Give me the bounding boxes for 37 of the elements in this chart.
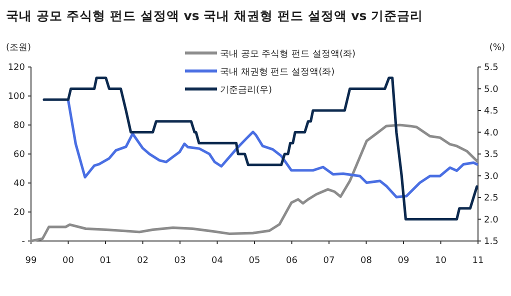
y-axis-title: (조원) (6, 43, 32, 53)
y-tick-label: 60 (14, 150, 26, 160)
x-tick-label: 01 (100, 256, 112, 266)
x-tick-label: 10 (435, 256, 447, 266)
y-tick-label: 100 (8, 92, 26, 102)
y2-tick-label: 4.5 (484, 106, 498, 116)
y-tick-label: 120 (8, 63, 26, 73)
x-tick-label: 99 (25, 256, 37, 266)
x-tick-label: 02 (137, 256, 148, 266)
x-tick-label: 06 (286, 256, 298, 266)
y2-tick-label: 3.0 (484, 172, 499, 182)
x-tick-label: 11 (472, 256, 484, 266)
y2-axis-title: (%) (489, 43, 505, 53)
y2-tick-label: 5.0 (484, 84, 499, 95)
y-tick-label: 40 (14, 179, 26, 189)
y2-tick-label: 1.5 (484, 237, 498, 247)
y2-tick-label: 3.5 (484, 150, 498, 160)
y2-tick-label: 2.5 (484, 194, 498, 204)
legend-label: 기준금리(우) (220, 86, 272, 96)
y2-tick-label: 5.5 (484, 63, 498, 73)
y2-tick-label: 2.0 (484, 215, 499, 226)
y-tick-label: 80 (14, 121, 26, 131)
y2-tick-label: 4.0 (484, 128, 499, 138)
x-tick-label: 08 (360, 256, 372, 266)
x-tick-label: 05 (248, 256, 260, 266)
x-tick-label: 04 (212, 256, 224, 266)
x-tick-label: 09 (398, 256, 410, 266)
line-series (66, 99, 478, 198)
chart-title: 국내 공모 주식형 펀드 설정액 vs 국내 채권형 펀드 설정액 vs 기준금리 (6, 8, 424, 23)
legend-label: 국내 공모 주식형 펀드 설정액(좌) (220, 50, 356, 60)
line-series (42, 76, 478, 221)
x-tick-label: 00 (62, 256, 74, 266)
legend-label: 국내 채권형 펀드 설정액(좌) (220, 68, 335, 78)
y-tick-label: - (22, 237, 25, 247)
x-tick-label: 03 (174, 256, 186, 266)
y-tick-label: 20 (14, 208, 26, 218)
x-tick-label: 07 (323, 256, 335, 266)
